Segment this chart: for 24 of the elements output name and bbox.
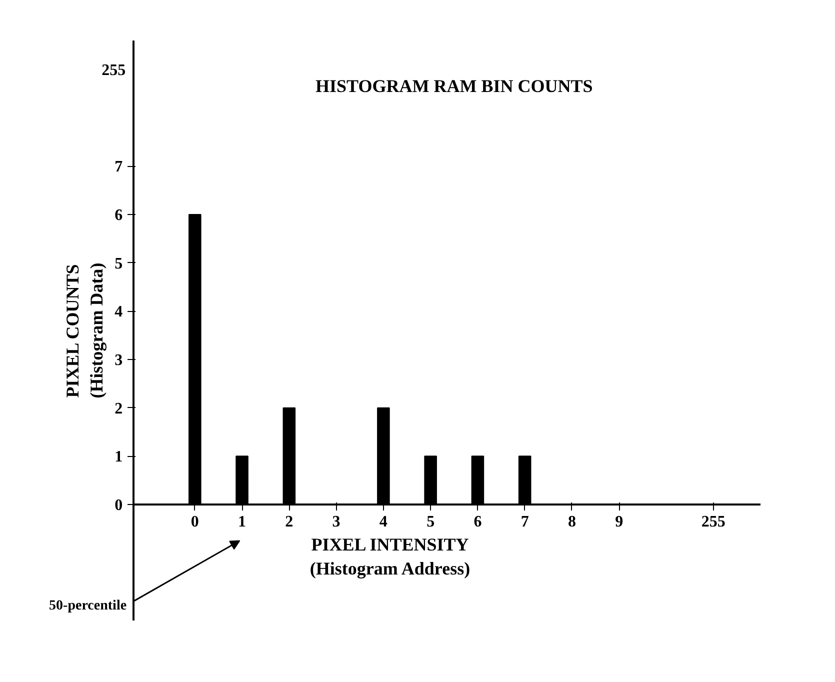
text: 50-percentile bbox=[49, 598, 127, 614]
x-tick-label: 255 bbox=[701, 514, 726, 530]
y-tick-label: 4 bbox=[114, 304, 123, 321]
x-tick-label: 0 bbox=[190, 514, 199, 530]
y-tick-label: 7 bbox=[114, 158, 123, 176]
text: HISTOGRAM RAM BIN COUNTS bbox=[316, 76, 593, 96]
x-tick-label: 3 bbox=[332, 514, 340, 530]
x-tick-label: 1 bbox=[238, 514, 246, 530]
x-tick-label: 8 bbox=[568, 514, 576, 530]
y-tick-label: 3 bbox=[114, 352, 123, 369]
x-tick-label: 9 bbox=[615, 514, 624, 530]
x-tick-label: 2 bbox=[285, 514, 294, 530]
y-tick-label: 6 bbox=[114, 207, 123, 224]
text: 255 bbox=[102, 62, 126, 79]
x-tick-label: 4 bbox=[379, 514, 388, 530]
x-tick-label: 6 bbox=[474, 514, 482, 530]
y-tick-label: 2 bbox=[114, 400, 123, 418]
y-axis-title: PIXEL COUNTS (Histogram Data) bbox=[62, 262, 106, 398]
y-tick-label: 1 bbox=[114, 448, 123, 466]
x-axis-title: PIXEL INTENSITY (Histogram Address) bbox=[310, 534, 470, 578]
y-tick-label: 0 bbox=[114, 497, 123, 514]
x-tick-label: 7 bbox=[520, 514, 529, 530]
x-tick-label: 5 bbox=[426, 514, 435, 530]
y-tick-label: 5 bbox=[114, 255, 123, 272]
